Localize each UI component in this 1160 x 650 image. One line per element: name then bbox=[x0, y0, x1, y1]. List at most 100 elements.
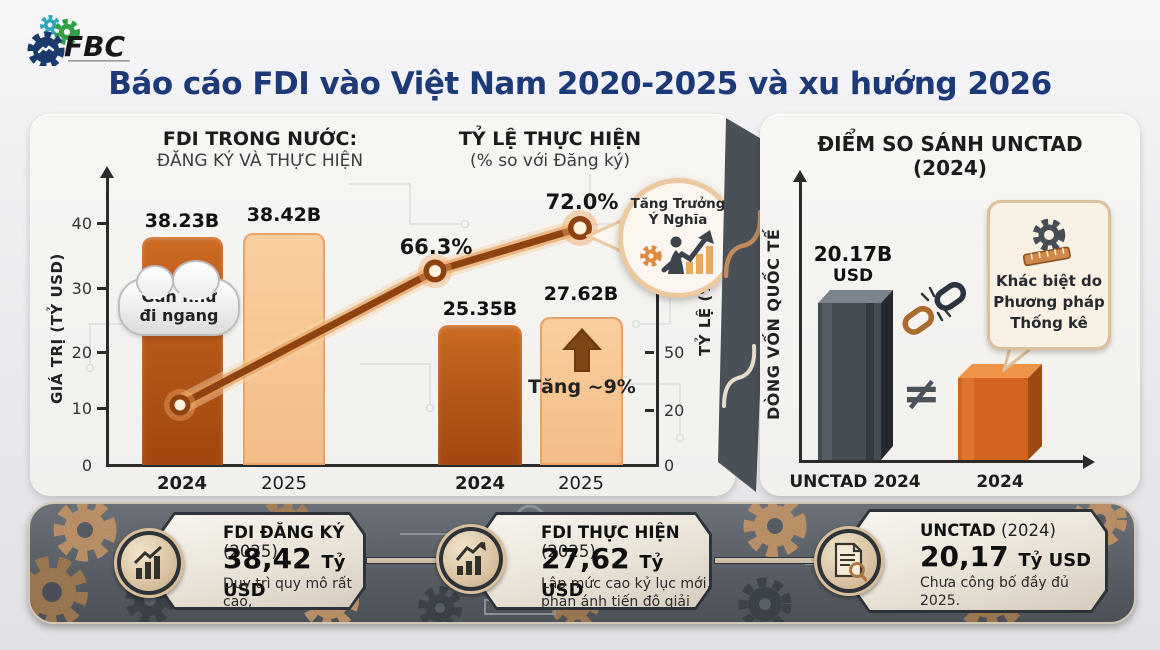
cloud-note-line2: đi ngang bbox=[139, 306, 219, 326]
card-title: UNCTAD (2024) bbox=[920, 521, 1100, 540]
chart-title-line2: ĐĂNG KÝ VÀ THỰC HIỆN bbox=[156, 150, 364, 171]
method-callout: Khác biệt do Phương pháp Thống kê bbox=[987, 200, 1111, 350]
ytick-label: 30 bbox=[71, 279, 92, 298]
tick-30 bbox=[97, 287, 106, 290]
bar-unit-label: USD bbox=[832, 266, 874, 286]
line-chart-icon bbox=[436, 524, 506, 594]
bar-value-label: 38.23B bbox=[144, 210, 220, 232]
rate-title-line2: (% so với Đăng ký) bbox=[470, 150, 630, 171]
card-connector bbox=[366, 557, 438, 564]
ytick-label: 0 bbox=[81, 456, 92, 475]
x-tick-label: 2025 bbox=[558, 473, 604, 494]
card-title: FDI ĐĂNG KÝ (2025) bbox=[223, 523, 373, 561]
card-value-unit: Tỷ USD bbox=[223, 552, 346, 601]
card-year: (2025) bbox=[223, 542, 278, 561]
ytick-label-right: 50 bbox=[664, 343, 685, 362]
card-title-text: FDI THỰC HIỆN bbox=[541, 523, 680, 542]
unctad-panel-title: ĐIỂM SO SÁNH UNCTAD (2024) bbox=[817, 132, 1083, 180]
badge-line1: Tăng Trưởng bbox=[630, 196, 726, 212]
y-axis-right bbox=[656, 209, 659, 467]
y-axis-arrow bbox=[100, 166, 114, 178]
chart-title-line1: FDI TRONG NƯỚC: bbox=[162, 128, 358, 150]
card-value: 38,42 Tỷ USD bbox=[223, 545, 373, 601]
callout-line3: Thống kê bbox=[1010, 314, 1088, 332]
tick-50pct bbox=[645, 351, 654, 354]
y-axis-title: DÒNG VỐN QUỐC TẾ bbox=[764, 228, 783, 420]
line-value-label: 72.0% bbox=[545, 190, 619, 214]
line-point-66 bbox=[418, 254, 452, 288]
card-year: (2025) bbox=[541, 542, 596, 561]
bar-value-label: 27.62B bbox=[543, 283, 619, 305]
ytick-label-right: 20 bbox=[664, 401, 685, 420]
x-tick-label: UNCTAD 2024 bbox=[789, 472, 921, 492]
card-description: Lập mức cao kỷ lục mới, phản ánh tiến độ… bbox=[541, 575, 711, 624]
card-value: 20,17 Tỷ USD bbox=[920, 543, 1100, 571]
tick-10 bbox=[97, 407, 106, 410]
growth-note: Tăng ~9% bbox=[528, 376, 636, 398]
card-desc-line1: Chưa công bố đầy đủ 2025. bbox=[920, 575, 1069, 610]
card-fdi-registered: FDI ĐĂNG KÝ (2025) 38,42 Tỷ USD Duy trì … bbox=[158, 512, 366, 610]
y-axis-title-left: GIÁ TRỊ (TỶ USD) bbox=[48, 253, 66, 405]
card-value-unit: Tỷ USD bbox=[541, 552, 664, 601]
card-value-unit: Tỷ USD bbox=[1018, 550, 1092, 571]
chart-header-rate: TỶ LỆ THỰC HIỆN (% so với Đăng ký) bbox=[425, 128, 675, 172]
page-title: Báo cáo FDI vào Việt Nam 2020-2025 và xu… bbox=[108, 66, 1052, 102]
summary-strip: FDI ĐĂNG KÝ (2025) 38,42 Tỷ USD Duy trì … bbox=[28, 502, 1136, 624]
badge-line2: Ý Nghĩa bbox=[648, 211, 708, 228]
bar-vietnam-2024 bbox=[958, 364, 1042, 460]
card-value: 27,62 Tỷ USD bbox=[541, 545, 711, 601]
bar-value-label: 38.42B bbox=[246, 204, 322, 226]
card-value-number: 38,42 bbox=[223, 542, 312, 575]
callout-line2: Phương pháp bbox=[993, 293, 1105, 311]
bar-chart-icon bbox=[114, 528, 184, 598]
y-axis-left bbox=[106, 176, 109, 467]
tick-20pct bbox=[645, 409, 654, 412]
x-axis bbox=[799, 460, 1085, 463]
callout-text: Khác biệt do Phương pháp Thống kê bbox=[990, 271, 1108, 334]
document-search-icon bbox=[814, 526, 884, 596]
panel-unctad: ĐIỂM SO SÁNH UNCTAD (2024) DÒNG VỐN QUỐC… bbox=[760, 114, 1140, 496]
broken-chain-icon bbox=[902, 282, 967, 335]
gear-ruler-icon bbox=[1022, 218, 1071, 267]
trend-line bbox=[164, 210, 598, 421]
card-fdi-realized: FDI THỰC HIỆN (2025) 27,62 Tỷ USD Lập mứ… bbox=[480, 512, 712, 610]
ytick-label-right: 0 bbox=[664, 456, 675, 475]
x-axis bbox=[106, 464, 658, 467]
chart-header-fdi: FDI TRONG NƯỚC: ĐĂNG KÝ VÀ THỰC HIỆN bbox=[115, 128, 405, 172]
card-unctad: UNCTAD (2024) 20,17 Tỷ USD Chưa công bố … bbox=[853, 509, 1108, 613]
growth-chart-icon bbox=[640, 230, 714, 275]
callout-line1: Khác biệt do bbox=[995, 272, 1103, 290]
card-value-number: 27,62 bbox=[541, 542, 630, 575]
cloud-annotation: Gần như đi ngang bbox=[118, 260, 240, 336]
tick-20 bbox=[97, 351, 106, 354]
tick-40 bbox=[97, 222, 106, 225]
ytick-label: 40 bbox=[71, 214, 92, 233]
card-value-number: 20,17 bbox=[920, 540, 1009, 573]
up-arrow-icon bbox=[562, 328, 602, 372]
card-title-text: UNCTAD bbox=[920, 521, 996, 540]
ytick-label: 20 bbox=[71, 343, 92, 362]
y-axis-arrow bbox=[793, 170, 807, 182]
card-connector bbox=[714, 557, 816, 564]
x-tick-label: 2024 bbox=[156, 473, 208, 494]
panel-fdi-domestic: FDI TRONG NƯỚC: ĐĂNG KÝ VÀ THỰC HIỆN TỶ … bbox=[30, 114, 738, 496]
x-axis-arrow bbox=[1083, 455, 1095, 469]
rate-title-line1: TỶ LỆ THỰC HIỆN bbox=[458, 128, 642, 150]
x-tick-label: 2024 bbox=[454, 473, 506, 494]
card-desc-line1: Lập mức cao kỷ lục mới, bbox=[541, 576, 711, 592]
gears-logo-icon: FBC bbox=[27, 15, 130, 69]
panel-divider bbox=[718, 118, 770, 492]
card-title: FDI THỰC HIỆN (2025) bbox=[541, 523, 711, 561]
bar-registered-2025 bbox=[243, 233, 325, 465]
x-tick-label: 2025 bbox=[261, 473, 307, 494]
line-point-start bbox=[164, 389, 196, 421]
y-axis bbox=[799, 180, 802, 462]
card-title-text: FDI ĐĂNG KÝ bbox=[223, 523, 345, 542]
bar-value-label: 20.17B bbox=[813, 242, 893, 266]
bar-unctad-2024 bbox=[818, 290, 893, 460]
not-equal-symbol: ≠ bbox=[902, 366, 941, 420]
card-year: (2024) bbox=[1001, 521, 1056, 540]
ytick-label: 10 bbox=[71, 399, 92, 418]
bar-value-label: 25.35B bbox=[442, 298, 518, 320]
